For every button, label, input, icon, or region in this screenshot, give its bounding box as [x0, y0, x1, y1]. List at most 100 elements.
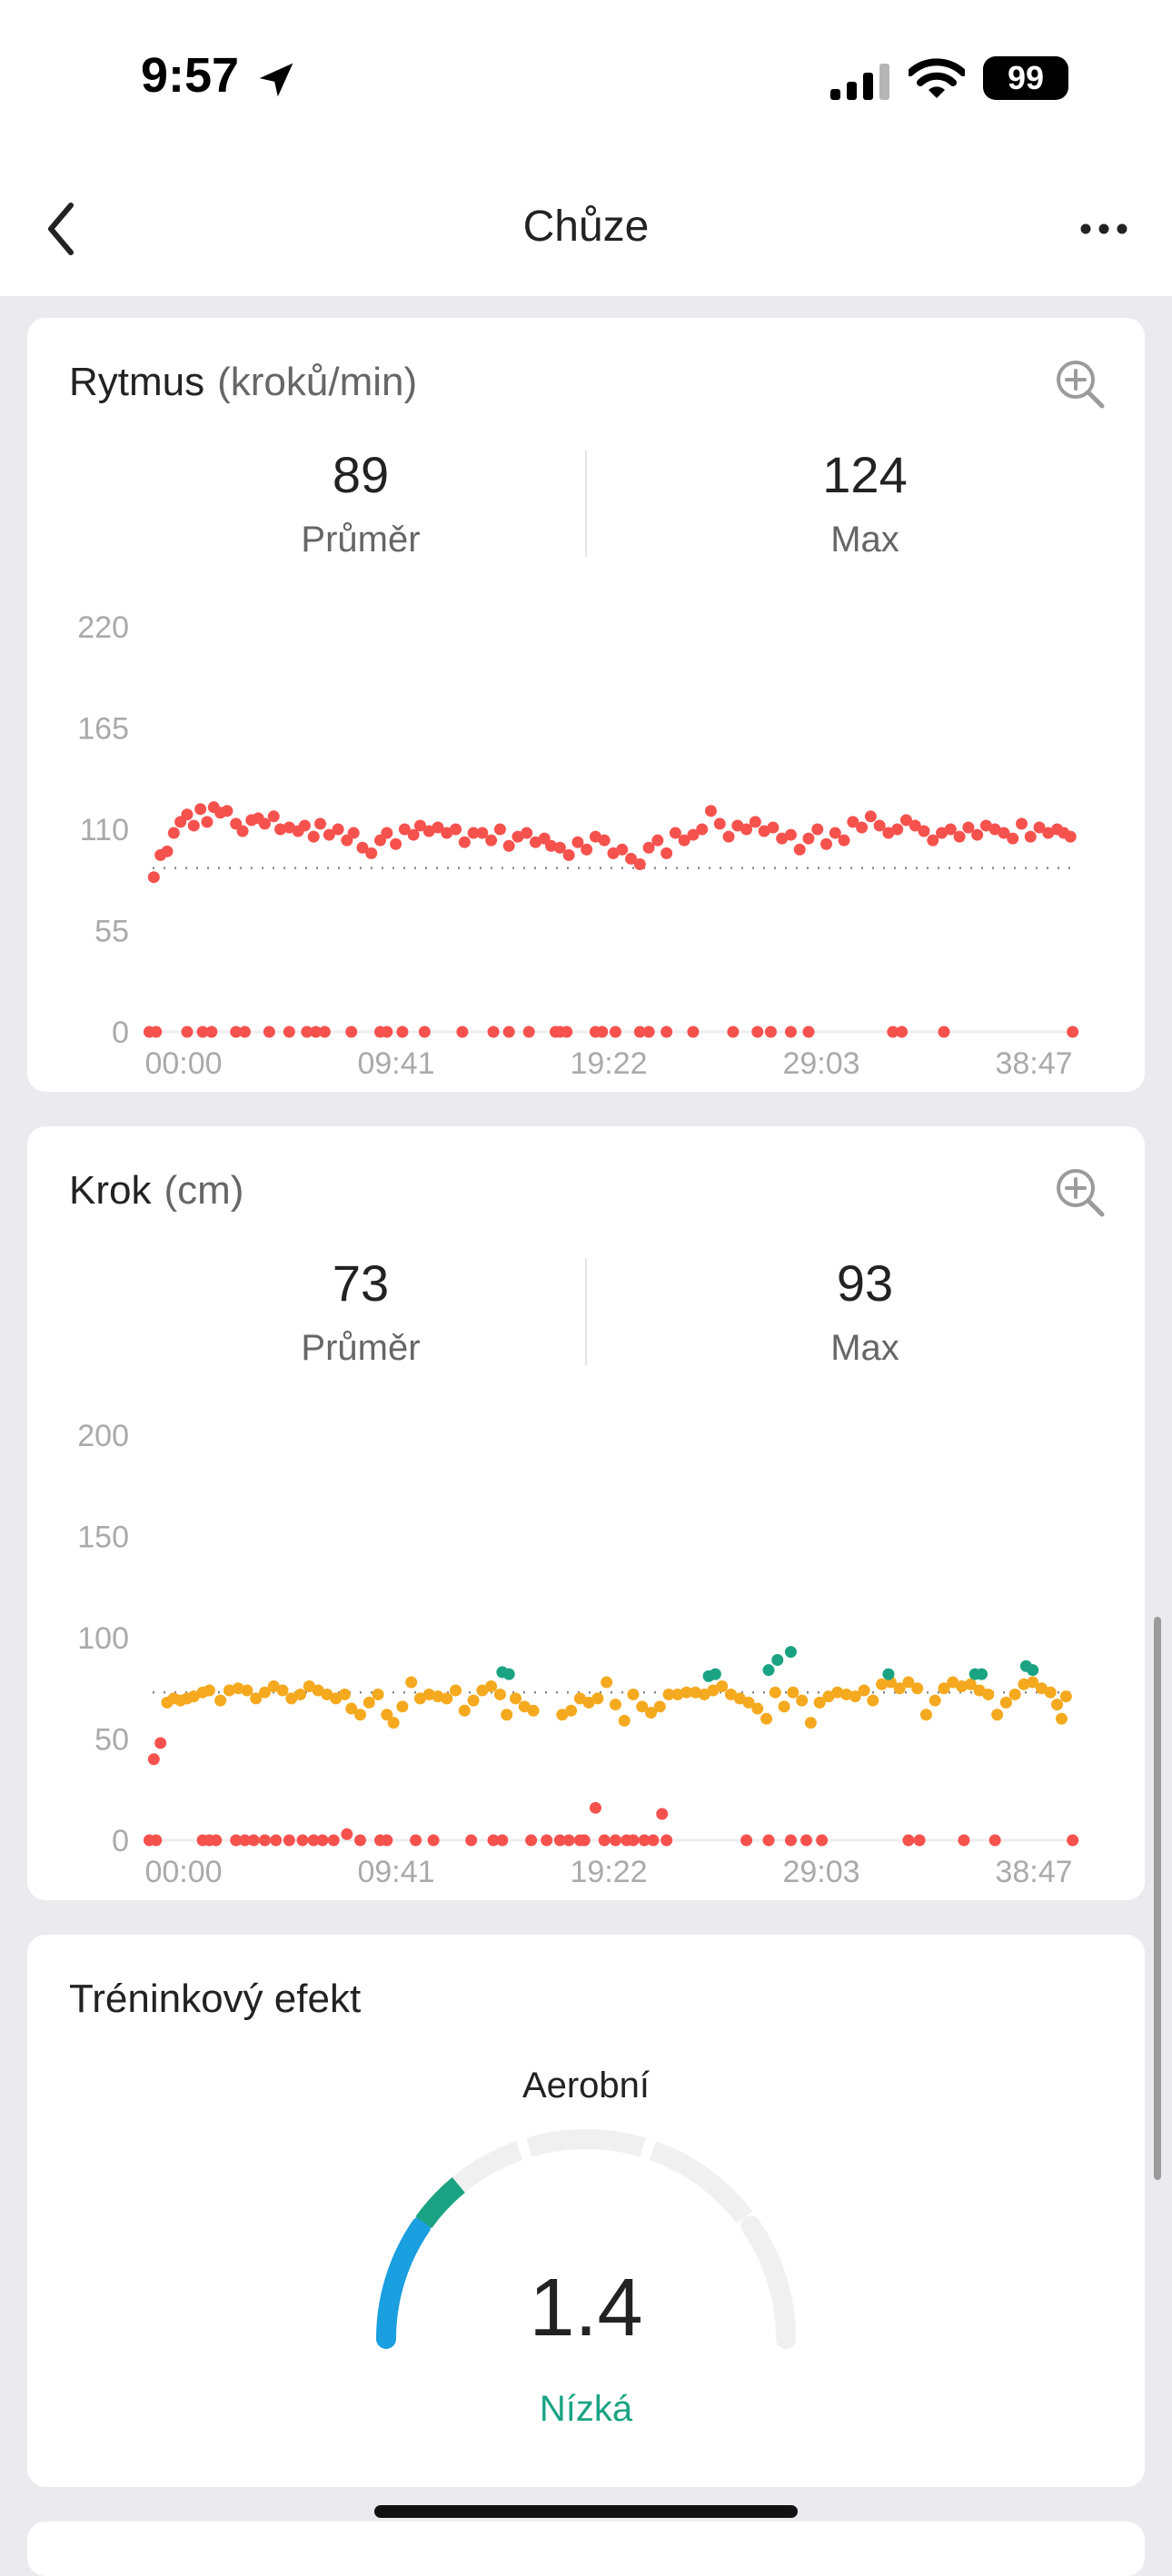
data-point: [581, 843, 593, 856]
data-point: [1015, 817, 1028, 830]
data-point: [976, 1668, 988, 1680]
data-point: [740, 1834, 753, 1847]
back-chevron-icon[interactable]: [44, 200, 80, 258]
data-point: [181, 1025, 194, 1038]
cadence-card: Rytmus (kroků/min) 89 Průměr 124 Max 220 1…: [27, 318, 1145, 1092]
data-point: [909, 819, 921, 832]
data-point: [998, 827, 1010, 839]
data-point: [456, 1025, 469, 1038]
data-point: [267, 1680, 280, 1693]
data-point: [938, 1682, 950, 1695]
data-point: [150, 1834, 163, 1847]
data-point: [556, 1709, 569, 1721]
data-point: [716, 1680, 729, 1693]
data-point: [283, 1834, 295, 1847]
data-point: [707, 1684, 720, 1697]
data-point: [988, 1834, 1001, 1847]
data-point: [713, 817, 726, 830]
data-point: [784, 1834, 797, 1847]
data-point: [510, 1692, 522, 1705]
data-point: [647, 1834, 660, 1847]
data-point: [1024, 830, 1037, 843]
data-point: [936, 827, 949, 839]
home-indicator[interactable]: [374, 2505, 798, 2518]
data-point: [722, 830, 735, 843]
x-tick-label: 00:00: [144, 1855, 222, 1889]
data-point: [493, 823, 506, 836]
data-point: [979, 819, 992, 832]
data-point: [301, 1025, 313, 1038]
stride-card: Krok (cm) 73 Průměr 93 Max 200 150 100 50 0 00…: [27, 1126, 1145, 1900]
page-title: Chůze: [522, 203, 650, 251]
data-point: [196, 1025, 209, 1038]
data-point: [476, 1684, 489, 1697]
scrollbar[interactable]: [1154, 1617, 1161, 2180]
data-point: [751, 1025, 764, 1038]
zoom-in-icon[interactable]: [1054, 1166, 1107, 1219]
data-point: [258, 1834, 271, 1847]
data-point: [432, 1690, 444, 1703]
y-tick-label: 200: [77, 1419, 129, 1453]
data-point: [867, 1694, 879, 1707]
data-point: [784, 1646, 797, 1659]
data-point: [1064, 830, 1077, 843]
data-point: [238, 1025, 251, 1038]
data-point: [525, 1834, 538, 1847]
data-point: [618, 1714, 631, 1727]
data-point: [973, 1684, 986, 1697]
data-point: [205, 1025, 218, 1038]
data-point: [733, 1692, 746, 1705]
card-title: Krok (cm): [69, 1168, 243, 1214]
data-point: [458, 1704, 471, 1717]
data-point: [582, 1696, 595, 1709]
cadence-max-label: Max: [830, 520, 899, 560]
data-point: [999, 1696, 1012, 1709]
data-point: [521, 827, 533, 839]
data-point: [740, 823, 753, 836]
data-point: [154, 1737, 167, 1749]
data-point: [223, 1684, 235, 1697]
data-point: [758, 825, 770, 837]
gauge-segment: [526, 2129, 646, 2157]
data-point: [294, 1688, 307, 1700]
data-point: [601, 1676, 613, 1689]
data-point: [816, 1834, 829, 1847]
data-point: [1033, 821, 1046, 834]
data-point: [562, 1834, 575, 1847]
data-point: [1067, 1025, 1079, 1038]
data-point: [891, 823, 904, 836]
more-options-icon[interactable]: [1079, 220, 1128, 238]
data-point: [796, 1694, 809, 1707]
data-point: [314, 817, 327, 830]
data-point: [687, 1025, 700, 1038]
data-point: [363, 1696, 375, 1709]
data-point: [413, 1692, 426, 1705]
data-point: [596, 1025, 609, 1038]
data-point: [625, 852, 638, 865]
data-point: [487, 1025, 500, 1038]
battery-indicator: 99: [983, 56, 1068, 100]
data-point: [742, 1696, 755, 1709]
data-point: [662, 1688, 675, 1700]
data-point: [642, 1025, 655, 1038]
zoom-in-icon[interactable]: [1054, 358, 1107, 411]
data-point: [263, 1025, 275, 1038]
stride-unit: (cm): [164, 1168, 244, 1213]
training-effect-title: Tréninkový efekt: [69, 1977, 362, 2021]
data-point: [653, 1700, 666, 1713]
data-point: [642, 841, 655, 854]
data-point: [578, 1834, 591, 1847]
data-point: [518, 1700, 531, 1713]
data-point: [671, 1688, 684, 1700]
data-point: [873, 819, 886, 832]
data-point: [776, 832, 789, 845]
data-point: [731, 819, 744, 832]
data-point: [831, 1686, 844, 1699]
data-point: [487, 1834, 500, 1847]
x-tick-label: 19:22: [570, 1855, 647, 1889]
data-point: [609, 1834, 621, 1847]
data-point: [802, 1025, 815, 1038]
data-point: [338, 1688, 351, 1700]
data-point: [465, 1834, 478, 1847]
data-point: [1044, 1686, 1057, 1699]
